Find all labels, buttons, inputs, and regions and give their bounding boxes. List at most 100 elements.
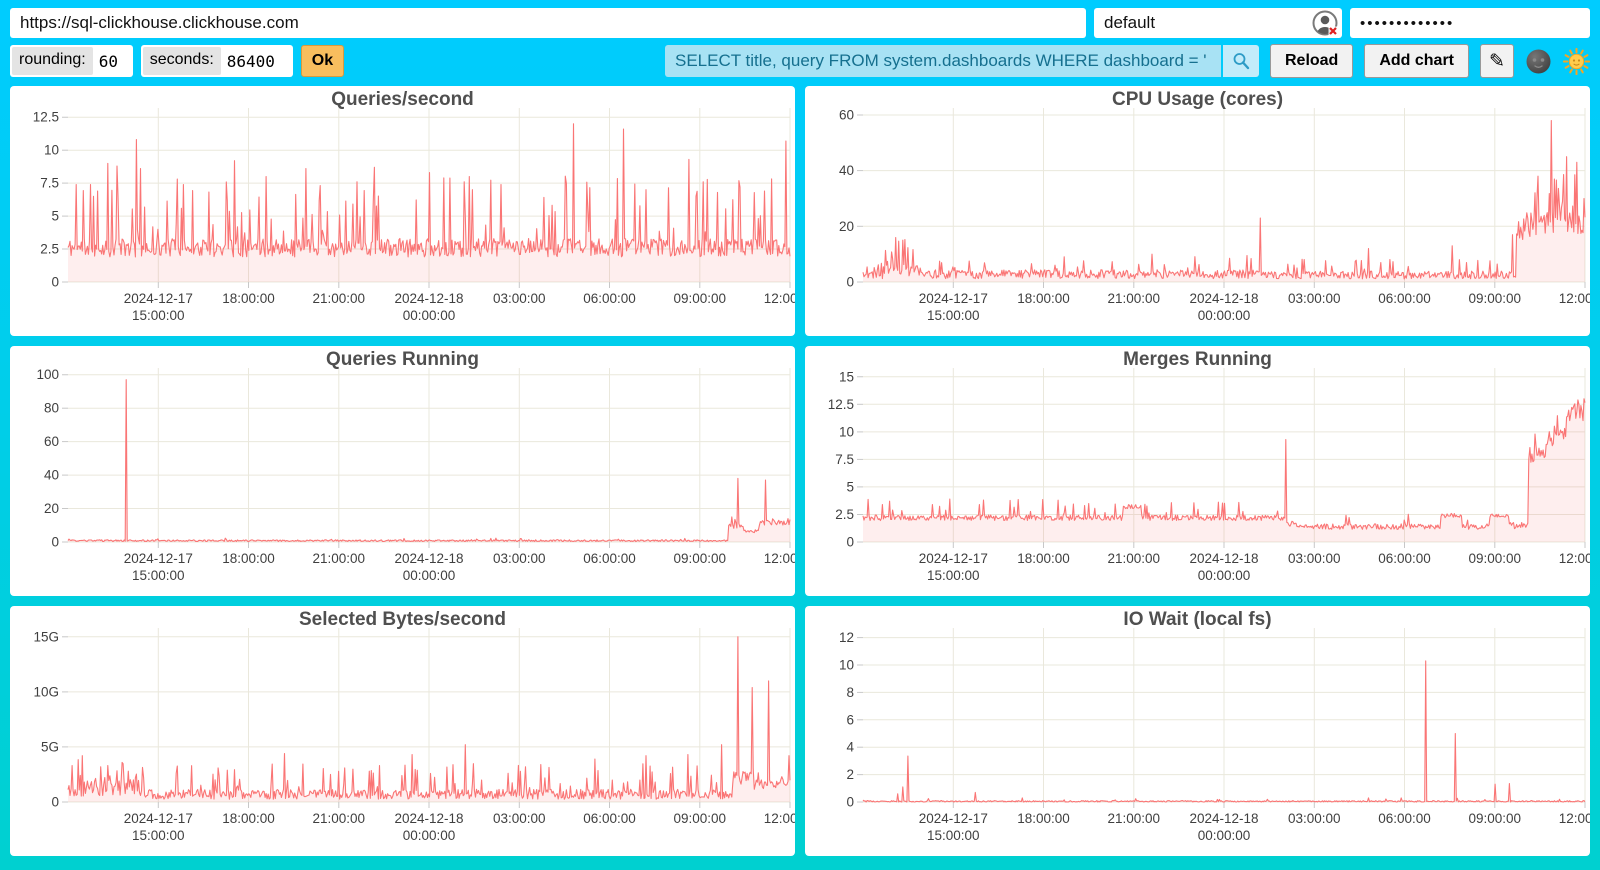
avatar-error-badge	[1328, 26, 1338, 36]
svg-text:09:00:00: 09:00:00	[674, 551, 727, 566]
svg-text:5: 5	[846, 479, 854, 494]
seconds-param: seconds:	[140, 45, 293, 77]
light-theme-sun-button[interactable]	[1562, 47, 1591, 75]
rounding-param: rounding:	[10, 45, 133, 77]
seconds-label: seconds:	[142, 47, 221, 75]
chart-plot[interactable]: 0 20 40 60 80 100 2024-12-17 15:00:00 18:00:00 21…	[10, 346, 795, 596]
svg-text:18:00:00: 18:00:00	[222, 291, 275, 306]
svg-text:21:00:00: 21:00:00	[1108, 291, 1161, 306]
svg-text:2024-12-17: 2024-12-17	[124, 551, 193, 566]
svg-text:0: 0	[51, 535, 59, 550]
chart-plot[interactable]: 0 5G 10G 15G 2024-12-17 15:00:00 18:00:00 21:00…	[10, 606, 795, 856]
svg-text:2024-12-18: 2024-12-18	[1189, 291, 1258, 306]
svg-text:00:00:00: 00:00:00	[403, 568, 456, 583]
pencil-icon: ✎	[1489, 50, 1505, 72]
controls-bar: rounding: seconds: Ok Reload Add chart ✎	[10, 44, 1591, 78]
svg-text:12:00:00: 12:00:00	[1559, 811, 1590, 826]
svg-text:2: 2	[846, 767, 854, 782]
svg-text:09:00:00: 09:00:00	[674, 291, 727, 306]
chart-card: Queries/second 0 2.5 5 7.5 10 12.5 2024-12-17 1…	[10, 86, 795, 336]
svg-text:15:00:00: 15:00:00	[132, 828, 185, 843]
svg-text:03:00:00: 03:00:00	[493, 811, 546, 826]
svg-text:21:00:00: 21:00:00	[313, 811, 366, 826]
svg-text:2.5: 2.5	[835, 507, 854, 522]
svg-text:00:00:00: 00:00:00	[1198, 828, 1251, 843]
svg-text:21:00:00: 21:00:00	[1108, 551, 1161, 566]
svg-text:6: 6	[846, 712, 854, 727]
user-field-wrap	[1094, 8, 1342, 38]
ok-button[interactable]: Ok	[300, 45, 345, 77]
edit-charts-button[interactable]: ✎	[1480, 44, 1514, 78]
svg-text:0: 0	[846, 535, 854, 550]
svg-text:21:00:00: 21:00:00	[313, 291, 366, 306]
chart-plot[interactable]: 0 20 40 60 2024-12-17 15:00:00 18:00:00 21:00:0…	[805, 86, 1590, 336]
svg-text:15:00:00: 15:00:00	[927, 308, 980, 323]
svg-text:18:00:00: 18:00:00	[1017, 811, 1070, 826]
svg-text:0: 0	[51, 275, 59, 290]
svg-text:18:00:00: 18:00:00	[1017, 291, 1070, 306]
sun-icon	[1562, 47, 1591, 75]
moon-icon	[1526, 49, 1551, 73]
svg-text:09:00:00: 09:00:00	[1469, 811, 1522, 826]
svg-text:0: 0	[51, 795, 59, 810]
svg-text:06:00:00: 06:00:00	[583, 291, 636, 306]
svg-text:10: 10	[839, 658, 854, 673]
add-chart-button[interactable]: Add chart	[1364, 44, 1469, 78]
svg-text:2024-12-17: 2024-12-17	[124, 811, 193, 826]
svg-text:03:00:00: 03:00:00	[493, 551, 546, 566]
svg-text:2024-12-17: 2024-12-17	[919, 291, 988, 306]
chart-plot[interactable]: 0 2.5 5 7.5 10 12.5 2024-12-17 15:00:00 18:00:00…	[10, 86, 795, 336]
dark-theme-moon-button[interactable]	[1525, 48, 1552, 75]
svg-text:12.5: 12.5	[828, 397, 854, 412]
svg-text:06:00:00: 06:00:00	[1378, 811, 1431, 826]
svg-text:15:00:00: 15:00:00	[927, 828, 980, 843]
svg-text:12:00:00: 12:00:00	[764, 291, 795, 306]
svg-text:2024-12-18: 2024-12-18	[394, 291, 463, 306]
svg-text:10: 10	[839, 424, 854, 439]
password-input[interactable]	[1350, 8, 1590, 38]
user-avatar-icon	[1312, 10, 1338, 36]
seconds-input[interactable]	[220, 47, 291, 75]
search-button[interactable]	[1222, 45, 1259, 77]
search-query-input[interactable]	[664, 45, 1221, 77]
svg-text:15:00:00: 15:00:00	[132, 568, 185, 583]
svg-text:2024-12-18: 2024-12-18	[1189, 811, 1258, 826]
chart-plot[interactable]: 0 2.5 5 7.5 10 12.5 15 2024-12-17 15:00:00 18:00:…	[805, 346, 1590, 596]
svg-text:2024-12-17: 2024-12-17	[124, 291, 193, 306]
svg-text:12: 12	[839, 630, 854, 645]
svg-text:00:00:00: 00:00:00	[1198, 568, 1251, 583]
svg-text:09:00:00: 09:00:00	[1469, 551, 1522, 566]
svg-text:06:00:00: 06:00:00	[583, 551, 636, 566]
svg-text:2024-12-17: 2024-12-17	[919, 551, 988, 566]
svg-text:15:00:00: 15:00:00	[132, 308, 185, 323]
chart-card: Merges Running 0 2.5 5 7.5 10 12.5 15 2024-12-1…	[805, 346, 1590, 596]
svg-text:21:00:00: 21:00:00	[1108, 811, 1161, 826]
svg-text:2.5: 2.5	[40, 242, 59, 257]
svg-text:12.5: 12.5	[33, 110, 59, 125]
svg-text:15: 15	[839, 369, 854, 384]
connection-bar	[10, 8, 1590, 38]
svg-text:12:00:00: 12:00:00	[1559, 551, 1590, 566]
query-toolbar: Reload Add chart ✎	[664, 44, 1591, 78]
url-input[interactable]	[10, 8, 1086, 38]
svg-text:80: 80	[44, 401, 59, 416]
rounding-input[interactable]	[92, 47, 131, 75]
svg-text:03:00:00: 03:00:00	[1288, 551, 1341, 566]
svg-text:8: 8	[846, 685, 854, 700]
chart-plot[interactable]: 0 2 4 6 8 10 12 2024-12-17 15:00:00 18:00:00 21:00…	[805, 606, 1590, 856]
svg-text:2024-12-18: 2024-12-18	[1189, 551, 1258, 566]
svg-text:100: 100	[36, 367, 59, 382]
reload-button[interactable]: Reload	[1269, 44, 1354, 78]
svg-text:12:00:00: 12:00:00	[764, 551, 795, 566]
svg-text:10G: 10G	[33, 684, 59, 699]
dashboard-page: rounding: seconds: Ok Reload Add chart ✎	[10, 8, 1591, 856]
svg-text:06:00:00: 06:00:00	[1378, 551, 1431, 566]
svg-text:7.5: 7.5	[835, 452, 854, 467]
user-input[interactable]	[1094, 8, 1342, 38]
rounding-label: rounding:	[12, 47, 93, 75]
svg-text:0: 0	[846, 275, 854, 290]
svg-text:18:00:00: 18:00:00	[222, 811, 275, 826]
search-magnifier-icon	[1233, 53, 1250, 70]
svg-text:06:00:00: 06:00:00	[583, 811, 636, 826]
svg-text:20: 20	[839, 219, 854, 234]
